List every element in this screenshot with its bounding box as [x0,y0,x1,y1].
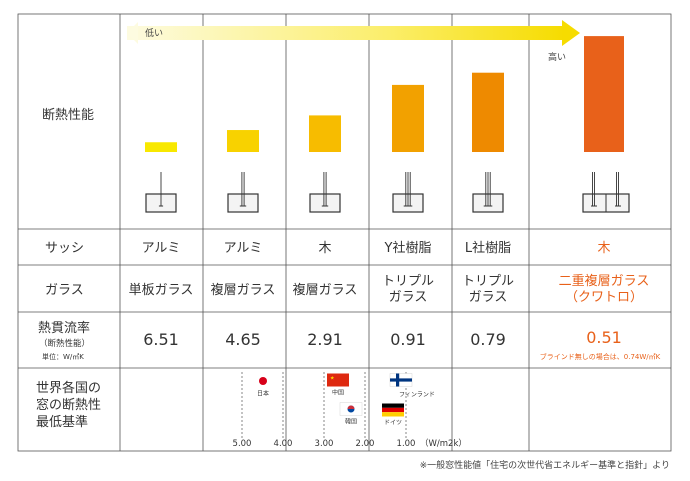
sash-diagram [309,172,341,213]
axis-tick-label: 1.00 [397,439,416,449]
sash-cell: L社樹脂 [465,240,511,256]
performance-bar [472,72,504,152]
performance-arrow [127,20,580,46]
heat-flow-value: 0.91 [390,330,426,349]
axis-unit-label: （W/m2k） [420,438,467,449]
sash-cell: 木 [318,241,331,256]
performance-bar [392,84,424,152]
country-label: 日本 [257,390,269,398]
glass-cell: トリプル [462,274,514,289]
glass-cell: 複層ガラス [211,282,276,298]
sash-diagram [472,172,504,213]
axis-tick-label: 2.00 [356,439,375,449]
sash-diagram [145,172,177,213]
country-label: ドイツ [384,420,402,427]
heat-flow-value: 6.51 [143,330,179,349]
sash-cell: Y社樹脂 [384,240,432,256]
glass-cell: （クワトロ） [565,290,643,305]
sash-diagram-double [582,172,630,213]
arrow-low-label: 低い [145,27,163,39]
sash-diagram [392,172,424,213]
row-label-sash: サッシ [45,241,84,256]
row-label-heat-flow-unit: 単位：W/㎡K [42,352,84,361]
sash-cell: アルミ [142,241,181,256]
row-label-world-2: 窓の断熱性 [36,397,101,413]
flag-de [382,403,404,417]
heat-flow-value: 0.79 [470,330,506,349]
axis-tick-label: 3.00 [315,439,334,449]
flag-fi [389,373,413,387]
country-label: 中国 [332,389,344,397]
flag-jp [252,374,274,388]
axis-tick-label: 5.00 [233,439,252,449]
performance-bar [584,36,624,152]
glass-cell: ガラス [469,290,508,305]
flag-cn: ★ [327,373,349,387]
row-label-heat-flow-sub: （断熱性能） [39,338,90,349]
footnote: ※一般窓性能値「住宅の次世代省エネルギー基準と指針」より [420,459,670,471]
blind-note: ブラインド無しの場合は、0.74W/㎡K [540,352,661,361]
sash-diagram [227,172,259,213]
sash-cell: アルミ [224,241,263,256]
table-grid [17,13,672,452]
country-label: 韓国 [345,418,357,426]
svg-text:★: ★ [330,376,335,382]
row-label-world-1: 世界各国の [36,380,101,396]
heat-flow-value: 0.51 [586,328,622,347]
row-label-world-3: 最低基準 [36,414,88,430]
arrow-high-label: 高い [548,51,566,63]
glass-cell: ガラス [389,290,428,305]
glass-cell: 二重複層ガラス [559,273,650,289]
axis-tick-label: 4.00 [274,439,293,449]
glass-cell: トリプル [382,274,434,289]
heat-flow-value: 4.65 [225,330,261,349]
sash-cell: 木 [597,241,610,256]
performance-bar [309,115,341,152]
glass-cell: 単板ガラス [129,282,194,298]
row-label-heat-flow: 熱貫流率 [38,320,90,336]
glass-cell: 複層ガラス [293,282,358,298]
row-label-performance: 断熱性能 [42,108,94,123]
country-label: フィンランド [399,392,435,399]
performance-bar [145,142,177,152]
heat-flow-value: 2.91 [307,330,343,349]
performance-bar [227,130,259,152]
row-label-glass: ガラス [45,283,84,298]
flag-kr [339,402,363,416]
